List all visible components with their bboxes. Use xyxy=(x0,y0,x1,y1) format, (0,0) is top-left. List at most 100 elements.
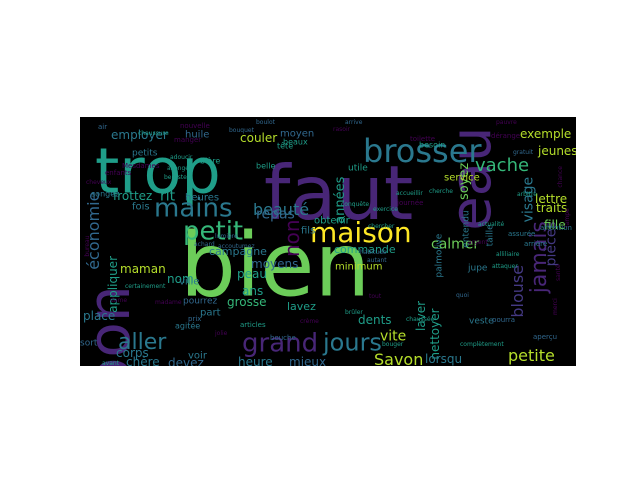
word-cloud-word: maman xyxy=(120,262,166,276)
word-cloud-word: toilette xyxy=(410,135,435,143)
word-cloud-word: ville xyxy=(179,276,199,287)
word-cloud-word: bien xyxy=(180,214,370,317)
word-cloud-word: brosser xyxy=(363,132,482,170)
word-cloud-word: Savon xyxy=(374,350,423,366)
word-cloud-word: besoin xyxy=(419,141,445,150)
word-cloud-word: exemple xyxy=(520,127,571,141)
word-cloud-word: bureau xyxy=(84,235,91,256)
word-cloud-word: autant xyxy=(367,257,387,264)
word-cloud-word: dérange xyxy=(491,132,520,140)
word-cloud-word: bouquet xyxy=(229,127,255,134)
word-cloud-word: taille xyxy=(486,224,496,247)
word-cloud-word: bouche xyxy=(270,334,296,342)
word-cloud-word: lettre xyxy=(535,192,567,206)
word-cloud-word: veste xyxy=(469,317,494,327)
word-cloud-word: jupe xyxy=(467,264,488,274)
word-cloud-word: petits xyxy=(132,149,158,159)
word-cloud-word: mains xyxy=(154,193,233,223)
word-cloud-word: crème xyxy=(300,318,319,325)
word-cloud-word: air xyxy=(98,123,107,131)
word-cloud-word: arrive xyxy=(345,119,363,126)
word-cloud-word: accoutumez xyxy=(218,243,255,250)
word-cloud: bien faut trop bon eau brosser maison mains peti… xyxy=(80,117,576,366)
word-cloud-word: huile xyxy=(185,129,209,140)
word-cloud-word: gratuit xyxy=(513,149,534,156)
word-cloud-word: obtenir xyxy=(314,215,351,226)
word-cloud-word: pièces xyxy=(544,221,560,266)
word-cloud-word: agitée xyxy=(175,321,200,331)
word-cloud-word: santé xyxy=(555,264,562,281)
word-cloud-word: jolie xyxy=(214,330,228,337)
word-cloud-word: prix xyxy=(188,315,201,323)
word-cloud-word: allongée xyxy=(167,165,193,172)
word-cloud-word: accueillir xyxy=(396,190,423,197)
word-cloud-word: calmer xyxy=(431,237,479,253)
word-cloud-word: économie xyxy=(84,192,103,270)
word-cloud-word: visage xyxy=(521,177,537,223)
word-cloud-word: Mesdames xyxy=(122,162,160,170)
word-cloud-word: cherche xyxy=(429,188,453,195)
word-cloud-word: jeunes xyxy=(537,144,576,158)
word-cloud-word: avant xyxy=(102,360,120,366)
word-cloud-word: minimum xyxy=(335,261,382,272)
word-cloud-word: place xyxy=(83,309,115,323)
word-cloud-word: tout xyxy=(369,293,382,300)
word-cloud-word: pourrez xyxy=(183,297,218,307)
word-cloud-word: tête xyxy=(277,141,293,151)
word-cloud-word: années xyxy=(333,176,348,223)
word-cloud-word: nom xyxy=(167,272,194,286)
word-cloud-word: chère xyxy=(126,355,160,366)
word-cloud-word: manger xyxy=(174,136,201,144)
word-cloud-word: appliquer xyxy=(106,256,120,313)
word-cloud-word: lavez xyxy=(287,300,316,313)
word-cloud-word: faut xyxy=(264,149,413,237)
word-cloud-word: peau xyxy=(237,267,267,281)
word-cloud-word: aller xyxy=(118,330,167,355)
word-cloud-word: après xyxy=(142,365,159,366)
word-cloud-word: ans xyxy=(242,284,263,298)
word-cloud-word: boulot xyxy=(256,119,276,126)
word-cloud-word: couler xyxy=(240,131,277,145)
word-cloud-word: chance xyxy=(557,166,564,188)
word-cloud-word: jours xyxy=(322,329,382,357)
word-cloud-word: merci xyxy=(552,298,559,315)
word-cloud-word: quoi xyxy=(456,292,469,299)
word-cloud-word: habitude xyxy=(360,249,387,256)
word-cloud-word: attaquer xyxy=(492,263,518,270)
word-cloud-word: fils xyxy=(301,225,315,236)
word-cloud-word: petite xyxy=(508,346,555,365)
word-cloud-word: nettoyer xyxy=(428,308,442,359)
word-cloud-word: pourra xyxy=(492,316,515,324)
word-cloud-word: complètement xyxy=(460,341,504,348)
word-cloud-word: bon xyxy=(80,285,143,366)
word-cloud-word: lorsqu xyxy=(425,352,462,366)
word-cloud-word: blouse xyxy=(508,265,527,318)
word-cloud-word: service xyxy=(444,172,480,183)
word-cloud-word: moyen xyxy=(280,128,314,139)
word-cloud-word: non xyxy=(280,219,304,257)
word-cloud-word: articles xyxy=(240,321,266,329)
word-cloud-word: chaussée xyxy=(406,316,435,323)
word-cloud-word: bière xyxy=(200,156,220,166)
word-cloud-word: part xyxy=(200,307,221,318)
word-cloud-word: assurée xyxy=(508,230,535,238)
word-cloud-word: brûler xyxy=(345,309,363,316)
word-cloud-word: arbitre xyxy=(517,191,537,198)
word-cloud-word: conquête xyxy=(341,201,369,208)
word-cloud-word: palmolive xyxy=(435,233,445,277)
word-cloud-word: pauvre xyxy=(496,119,517,126)
word-cloud-word: trop xyxy=(95,134,221,207)
word-cloud-word: entendu xyxy=(462,210,472,247)
word-cloud-word: lumière xyxy=(215,233,238,240)
word-cloud-word: cheveux xyxy=(86,179,112,186)
word-cloud-word: beaux xyxy=(283,138,308,147)
word-cloud-word: soyez xyxy=(457,163,472,200)
word-cloud-word: belle xyxy=(256,162,275,171)
word-cloud-word: devez xyxy=(168,356,204,366)
word-cloud-word: mieux xyxy=(289,355,326,366)
word-cloud-word: rit xyxy=(160,189,176,205)
word-cloud-word: bernstein xyxy=(164,174,193,181)
word-cloud-word: nouvelle xyxy=(180,122,210,130)
word-cloud-word: vite xyxy=(380,329,406,345)
word-cloud-word: chaussure xyxy=(138,130,169,137)
